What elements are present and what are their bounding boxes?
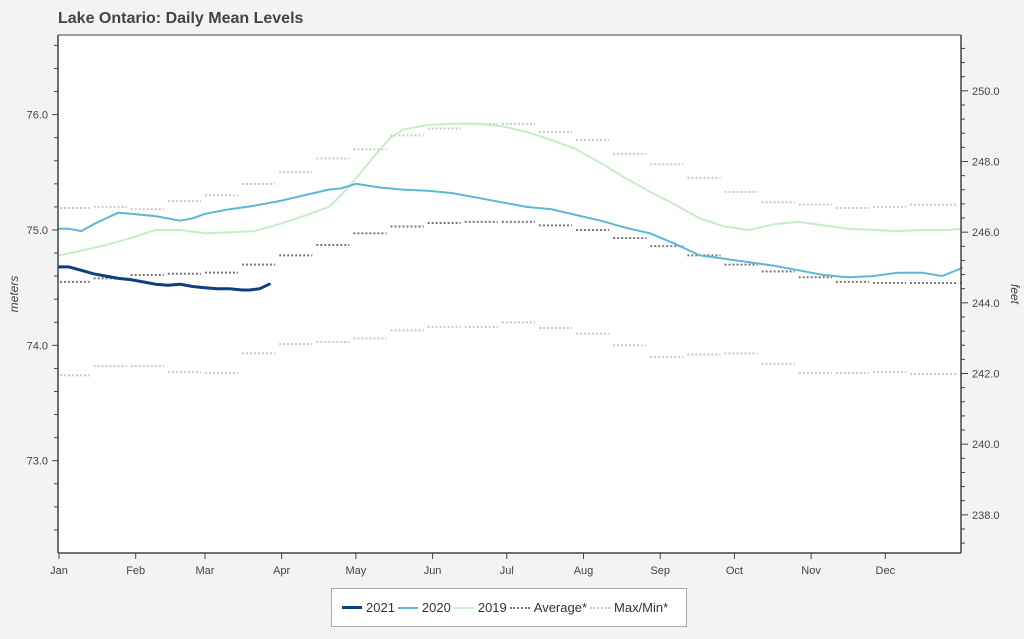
x-tick-label: May [345,565,366,577]
left-tick-label: 75.0 [27,225,48,237]
x-tick-label: Dec [876,565,896,577]
right-tick-label: 238.0 [972,510,1000,522]
legend-label: Max/Min* [614,600,669,615]
right-tick-label: 246.0 [972,227,1000,239]
series-layer [57,122,963,377]
left-tick-label: 76.0 [27,110,48,122]
right-axis: 250.0 248.0 246.0 244.0 242.0 240.0 238.0 [961,47,1000,544]
right-tick-label: 244.0 [972,298,1000,310]
legend-item[interactable]: Average* [509,600,590,615]
series-line-2020 [58,182,963,279]
legend-item[interactable]: 2019 [453,600,510,615]
series-line-2019 [58,122,963,257]
x-tick-label: Jan [50,565,68,577]
x-tick-label: Apr [273,565,290,577]
right-tick-label: 240.0 [972,439,1000,451]
y-axis-title-right: feet [1008,284,1022,305]
legend-label: Average* [533,600,588,615]
x-tick-label: Mar [195,565,214,577]
right-tick-label: 242.0 [972,369,1000,381]
x-tick-label: Nov [801,565,821,577]
left-tick-label: 73.0 [27,456,48,468]
x-tick-label: Jul [500,565,514,577]
chart-area: 76.0 75.0 74.0 73.0 250.0 248.0 246.0 244.0 242… [7,34,1022,577]
x-tick-label: Sep [650,565,670,577]
legend: 2021 2020 2019 Average* Max/Min* [331,588,687,627]
legend-swatch [509,606,530,609]
right-tick-label: 250.0 [972,86,1000,98]
legend-label: 2019 [477,600,507,615]
left-tick-label: 74.0 [27,340,48,352]
legend-swatch [453,606,474,609]
left-axis: 76.0 75.0 74.0 73.0 [27,44,58,531]
legend-swatch [342,606,362,609]
y-axis-title-left: meters [7,276,21,313]
right-tick-label: 248.0 [972,156,1000,168]
x-tick-label: Aug [574,565,594,577]
legend-label: 2020 [421,600,451,615]
legend-swatch [397,606,418,609]
x-axis: Jan Feb Mar Apr May Jun Jul Aug Sep Oct Nov Dec [50,553,896,577]
legend-item[interactable]: 2020 [397,600,454,615]
legend-swatch [590,606,611,609]
legend-label: 2021 [366,600,395,615]
series-line-2021 [57,265,271,292]
chart-title: Lake Ontario: Daily Mean Levels [58,10,304,27]
x-tick-label: Oct [726,565,743,577]
legend-item[interactable]: 2021 [342,600,398,615]
plot-background [58,35,961,553]
legend-item[interactable]: Max/Min* [590,600,671,615]
x-tick-label: Jun [424,565,442,577]
x-tick-label: Feb [126,565,145,577]
